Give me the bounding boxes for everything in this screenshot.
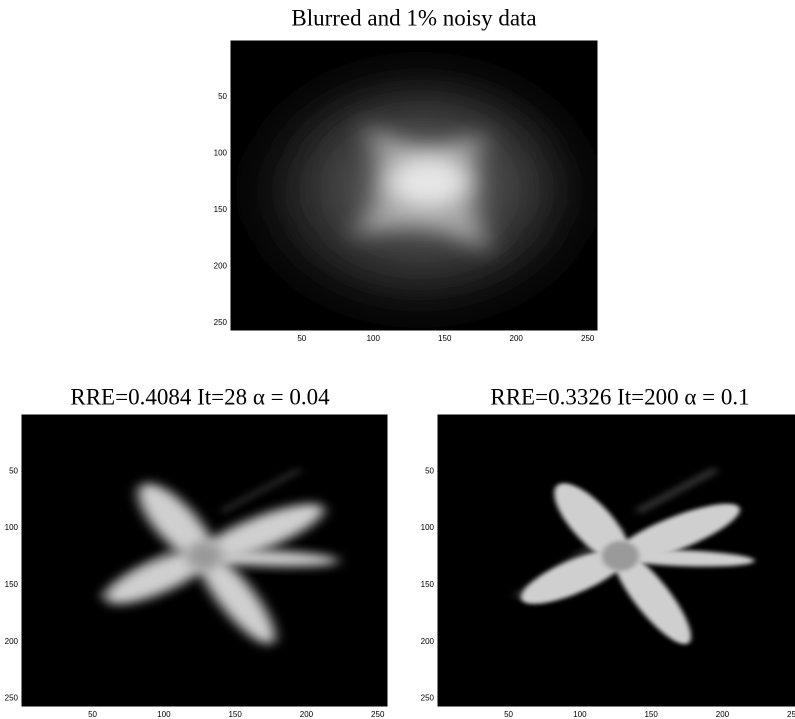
y-tick-label: 150	[5, 580, 19, 589]
y-tick-label: 50	[425, 466, 434, 475]
center	[602, 541, 639, 571]
page: {"panels": [ {"title": "Blurred and 1% n…	[0, 0, 795, 719]
image	[22, 415, 387, 706]
y-tick-label: 50	[9, 466, 18, 475]
x-tick-label: 200	[300, 710, 314, 719]
x-tick-label: 100	[573, 710, 587, 719]
y-tick-label: 200	[5, 637, 19, 646]
x-tick-label: 250	[787, 710, 795, 719]
panel-title: Blurred and 1% noisy data	[291, 5, 536, 30]
y-tick-label: 250	[214, 318, 228, 327]
y-tick-label: 100	[421, 523, 435, 532]
image	[438, 415, 795, 706]
x-tick-label: 50	[88, 710, 97, 719]
image-content	[22, 415, 387, 706]
y-tick-label: 100	[214, 148, 228, 157]
x-tick-label: 100	[157, 710, 171, 719]
y-tick-label: 200	[214, 261, 228, 270]
y-tick-label: 150	[214, 205, 228, 214]
y-tick-label: 250	[421, 694, 435, 703]
x-tick-label: 250	[581, 334, 595, 343]
center	[186, 541, 223, 571]
x-tick-label: 50	[504, 710, 513, 719]
y-tick-label: 100	[5, 523, 19, 532]
panel-title: RRE=0.3326 It=200 α = 0.1	[490, 384, 749, 409]
y-tick-label: 50	[218, 92, 227, 101]
image-content	[438, 415, 795, 706]
panel-title: RRE=0.4084 It=28 α = 0.04	[70, 384, 330, 409]
figure: Blurred and 1% noisy data 50 100 150 200 250 5…	[0, 0, 795, 719]
x-tick-label: 200	[716, 710, 730, 719]
image	[231, 41, 597, 330]
x-tick-label: 150	[228, 710, 242, 719]
x-tick-label: 150	[438, 334, 452, 343]
x-tick-label: 100	[367, 334, 381, 343]
x-tick-label: 150	[644, 710, 658, 719]
y-tick-label: 150	[421, 580, 435, 589]
core	[388, 157, 468, 207]
image-content	[231, 41, 597, 330]
y-tick-label: 250	[5, 694, 19, 703]
y-tick-label: 200	[421, 637, 435, 646]
x-tick-label: 200	[510, 334, 524, 343]
x-tick-label: 50	[297, 334, 306, 343]
x-tick-label: 250	[371, 710, 385, 719]
